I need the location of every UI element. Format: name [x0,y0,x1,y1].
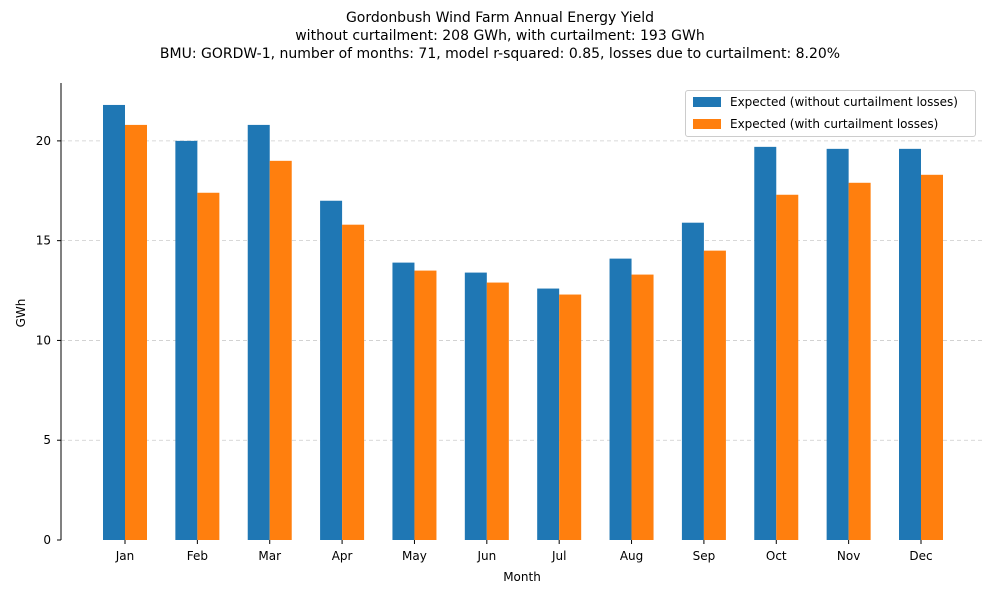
x-tick-label: Jul [551,549,566,563]
bars [103,104,943,541]
bar-without-curtailment-apr [320,200,343,540]
x-tick-label: Sep [693,549,716,563]
y-tick-label: 20 [36,134,51,148]
bar-with-curtailment-apr [342,224,365,541]
bar-with-curtailment-jun [486,282,509,540]
legend-label-series-1: Expected (without curtailment losses) [730,95,958,109]
bar-without-curtailment-feb [175,140,198,541]
y-axis-label: GWh [14,299,28,328]
x-tick-label: Nov [837,549,860,563]
bar-without-curtailment-jul [537,288,560,540]
bar-without-curtailment-sep [681,222,704,540]
bar-with-curtailment-aug [631,274,654,540]
bar-without-curtailment-nov [826,148,849,540]
x-axis-label: Month [503,570,541,584]
bar-with-curtailment-jul [559,294,582,540]
legend-swatch-series-1 [693,97,721,107]
bar-without-curtailment-mar [247,124,270,540]
y-tick-label: 0 [43,533,51,547]
bar-without-curtailment-dec [899,148,921,540]
axes: 0 5 10 15 20 Jan Feb Mar Apr May Jun Jul Aug Sep Oct No… [36,83,933,563]
chart-subtitle: without curtailment: 208 GWh, with curta… [295,28,705,44]
bar-with-curtailment-mar [269,160,292,540]
x-tick-label: Mar [258,549,281,563]
y-tick-label: 5 [43,433,51,447]
y-tick-label: 15 [36,234,51,248]
x-tick-label: Apr [332,549,353,563]
bar-with-curtailment-dec [921,174,943,540]
legend-label-series-2: Expected (with curtailment losses) [730,117,939,131]
x-tick-label: Dec [909,549,932,563]
bar-without-curtailment-may [392,262,415,540]
x-tick-label: Jun [476,549,496,563]
bar-without-curtailment-aug [609,258,632,540]
chart-subtitle-details: BMU: GORDW-1, number of months: 71, mode… [159,46,841,62]
bar-with-curtailment-nov [848,182,871,540]
x-tick-label: Feb [187,549,208,563]
bar-without-curtailment-oct [754,146,777,540]
bar-with-curtailment-may [414,270,437,540]
x-tick-label: Aug [620,549,643,563]
bar-with-curtailment-oct [776,194,799,540]
bar-without-curtailment-jun [464,272,487,540]
legend-item: Expected (with curtailment losses) [693,116,938,132]
bar-without-curtailment-jan [103,104,125,540]
bar-with-curtailment-sep [703,250,726,541]
bar-with-curtailment-jan [125,124,147,540]
x-tick-label: Jan [115,549,135,563]
legend-item: Expected (without curtailment losses) [693,94,958,110]
legend-swatch-series-2 [693,119,721,129]
bar-with-curtailment-feb [197,192,220,540]
x-tick-label: Oct [766,549,787,563]
legend: Expected (without curtailment losses) Ex… [685,90,976,137]
chart-title: Gordonbush Wind Farm Annual Energy Yield [345,10,655,26]
x-tick-label: May [402,549,427,563]
y-tick-label: 10 [36,333,51,347]
